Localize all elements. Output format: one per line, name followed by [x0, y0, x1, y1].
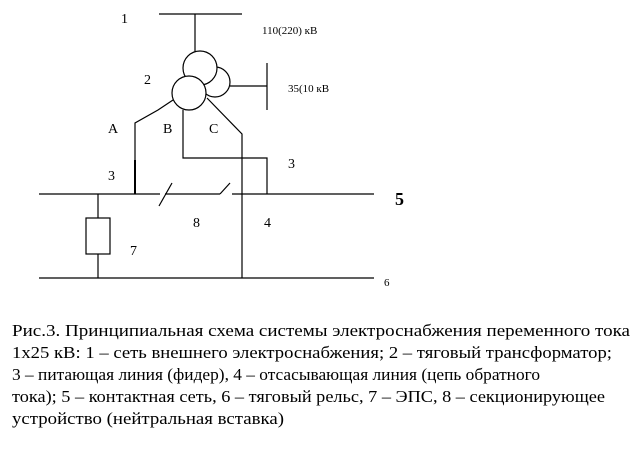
label-3-right: 3 — [288, 157, 295, 172]
contact-line — [39, 182, 374, 207]
label-6: 6 — [384, 277, 390, 289]
return-line — [206, 97, 243, 278]
label-2: 2 — [144, 73, 151, 88]
label-b: B — [163, 122, 172, 137]
label-3-left: 3 — [108, 169, 115, 184]
label-7: 7 — [130, 244, 137, 259]
caption-line: Рис.3. Принципиальная схема системы элек… — [12, 321, 630, 340]
caption-line: 1х25 кВ: 1 – сеть внешнего электроснабже… — [12, 343, 612, 362]
label-8: 8 — [193, 216, 200, 231]
traction-transformer-icon — [171, 50, 231, 111]
label-5: 5 — [395, 189, 404, 209]
caption-line: устройство (нейтральная вставка) — [12, 409, 284, 428]
caption-line: тока); 5 – контактная сеть, 6 – тяговый … — [12, 387, 605, 406]
label-a: A — [108, 122, 119, 137]
label-c: C — [209, 122, 218, 137]
phase-b-feeder — [182, 110, 268, 194]
label-1: 1 — [121, 12, 128, 27]
electric-rolling-stock-icon — [85, 194, 111, 278]
label-hv: 110(220) кВ — [262, 25, 317, 37]
phase-a-feeder — [134, 99, 174, 194]
figure-caption: Рис.3. Принципиальная схема системы элек… — [12, 321, 630, 428]
caption-line: 3 – питающая линия (фидер), 4 – отсасыва… — [12, 365, 540, 384]
label-4: 4 — [264, 216, 271, 231]
label-mv: 35(10 кВ — [288, 83, 329, 95]
